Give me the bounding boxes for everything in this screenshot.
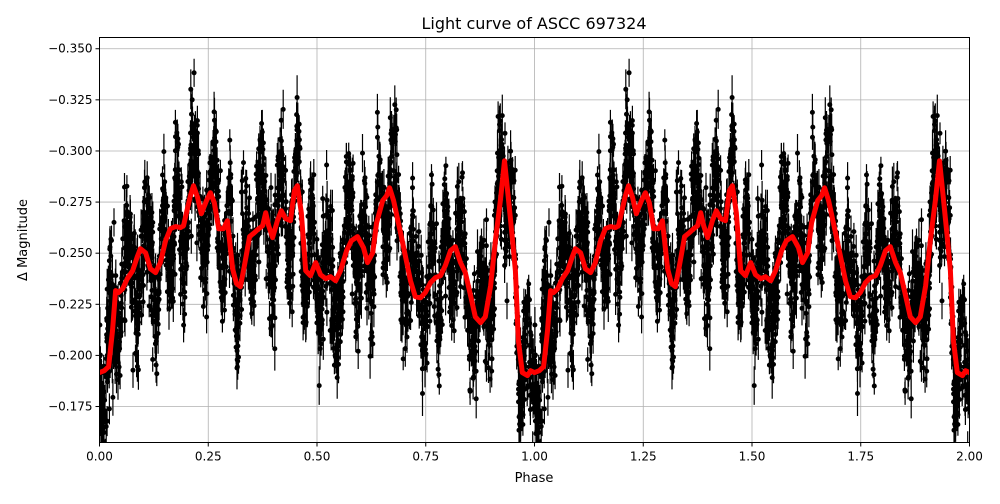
y-tick-label: −0.250 (48, 246, 92, 260)
x-tick-label: 0.25 (195, 450, 222, 464)
chart-title: Light curve of ASCC 697324 (421, 14, 646, 33)
model-curve-line (99, 158, 970, 379)
y-tick-label: −0.325 (48, 93, 92, 107)
x-tick-label: 0.75 (412, 450, 439, 464)
x-axis: 0.00 0.25 0.50 0.75 1.00 1.25 1.50 1.75 2.00 (86, 442, 983, 464)
x-tick-label: 1.25 (630, 450, 657, 464)
model-curve-series (99, 158, 970, 379)
y-tick-label: −0.175 (48, 400, 92, 414)
y-tick-label: −0.275 (48, 195, 92, 209)
y-tick-label: −0.300 (48, 144, 92, 158)
y-tick-label: −0.350 (48, 42, 92, 56)
x-tick-label: 1.75 (847, 450, 874, 464)
y-axis: −0.350 −0.325 −0.300 −0.275 −0.250 −0.225 −0.2… (48, 42, 100, 414)
y-axis-label: Δ Magnitude (16, 199, 31, 281)
x-axis-label: Phase (515, 471, 554, 486)
x-tick-label: 2.00 (956, 450, 983, 464)
y-tick-label: −0.200 (48, 348, 92, 362)
y-tick-label: −0.225 (48, 297, 92, 311)
x-tick-label: 0.00 (86, 450, 113, 464)
x-tick-label: 1.00 (521, 450, 548, 464)
x-tick-label: 1.50 (739, 450, 766, 464)
x-tick-label: 0.50 (304, 450, 331, 464)
